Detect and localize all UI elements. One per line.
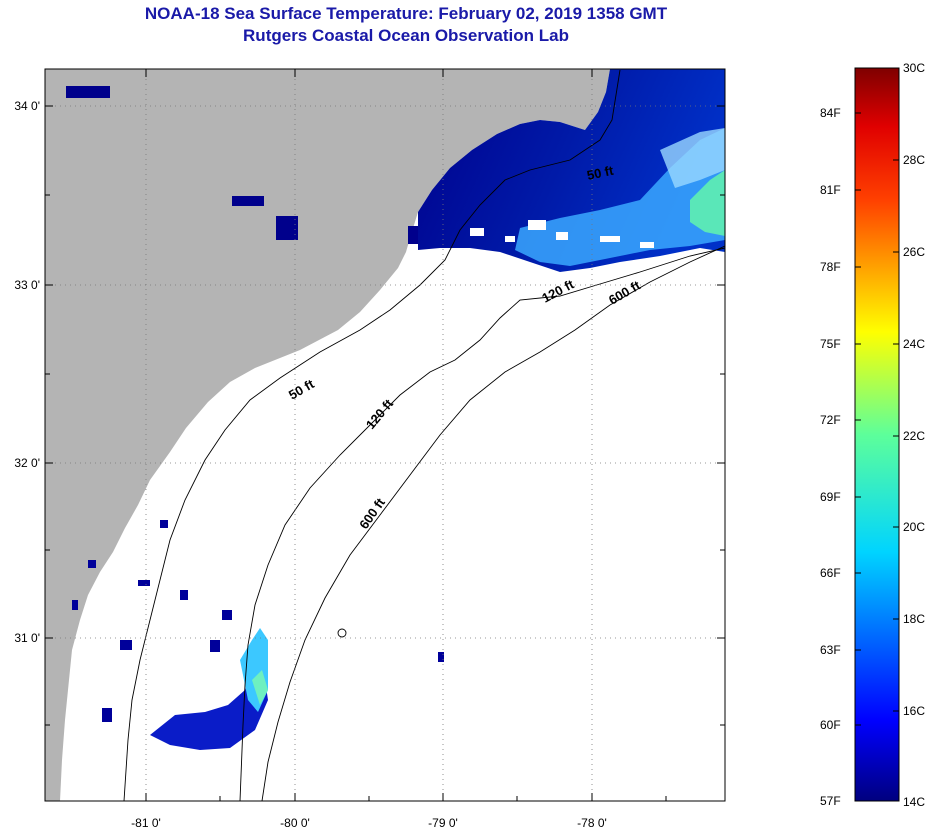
contour-50ft <box>123 69 621 801</box>
sst-warmest-patch <box>690 170 725 236</box>
colorbar-f-78: 78F <box>820 260 841 274</box>
colorbar-c-20: 20C <box>903 520 926 534</box>
colorbar-f-75: 75F <box>820 337 841 351</box>
land-area <box>45 69 610 801</box>
bathymetry-contours <box>123 69 725 801</box>
colorbar-f-60: 60F <box>820 718 841 732</box>
colorbar-c-24: 24C <box>903 337 926 351</box>
colorbar-ticks <box>855 112 899 726</box>
colorbar-f-66: 66F <box>820 566 841 580</box>
colorbar-c-30: 30C <box>903 61 926 75</box>
cloud-mask <box>470 220 654 248</box>
colorbar-f-69: 69F <box>820 490 841 504</box>
contour-600ft <box>261 245 725 801</box>
colorbar <box>854 67 900 802</box>
colorbar-c-16: 16C <box>903 704 926 718</box>
map-frame <box>44 68 726 802</box>
colorbar-f-63: 63F <box>820 643 841 657</box>
colorbar-f-81: 81F <box>820 183 841 197</box>
lat-label-33: 33 0' <box>14 278 40 292</box>
graticule <box>45 69 725 801</box>
lat-label-34: 34 0' <box>14 99 40 113</box>
frame-ticks <box>45 69 725 801</box>
colorbar-c-26: 26C <box>903 245 926 259</box>
contour-label-50ft-north: 50 ft <box>586 163 616 183</box>
lon-label-78: -78 0' <box>577 816 607 830</box>
lon-label-81: -81 0' <box>131 816 161 830</box>
lat-label-32: 32 0' <box>14 456 40 470</box>
colorbar-c-28: 28C <box>903 153 926 167</box>
lon-label-79: -79 0' <box>428 816 458 830</box>
colorbar-f-57: 57F <box>820 794 841 808</box>
lon-label-80: -80 0' <box>280 816 310 830</box>
map-subtitle: Rutgers Coastal Ocean Observation Lab <box>243 26 569 45</box>
colorbar-c-18: 18C <box>903 612 926 626</box>
colorbar-c-14: 14C <box>903 795 926 809</box>
colorbar-f-84: 84F <box>820 106 841 120</box>
map-title: NOAA-18 Sea Surface Temperature: Februar… <box>144 4 668 23</box>
sst-southern-patches <box>72 520 444 750</box>
colorbar-c-22: 22C <box>903 429 926 443</box>
contour-120ft <box>239 247 725 801</box>
sst-warm-plume <box>515 128 725 266</box>
colorbar-f-72: 72F <box>820 413 841 427</box>
lat-label-31: 31 0' <box>14 631 40 645</box>
